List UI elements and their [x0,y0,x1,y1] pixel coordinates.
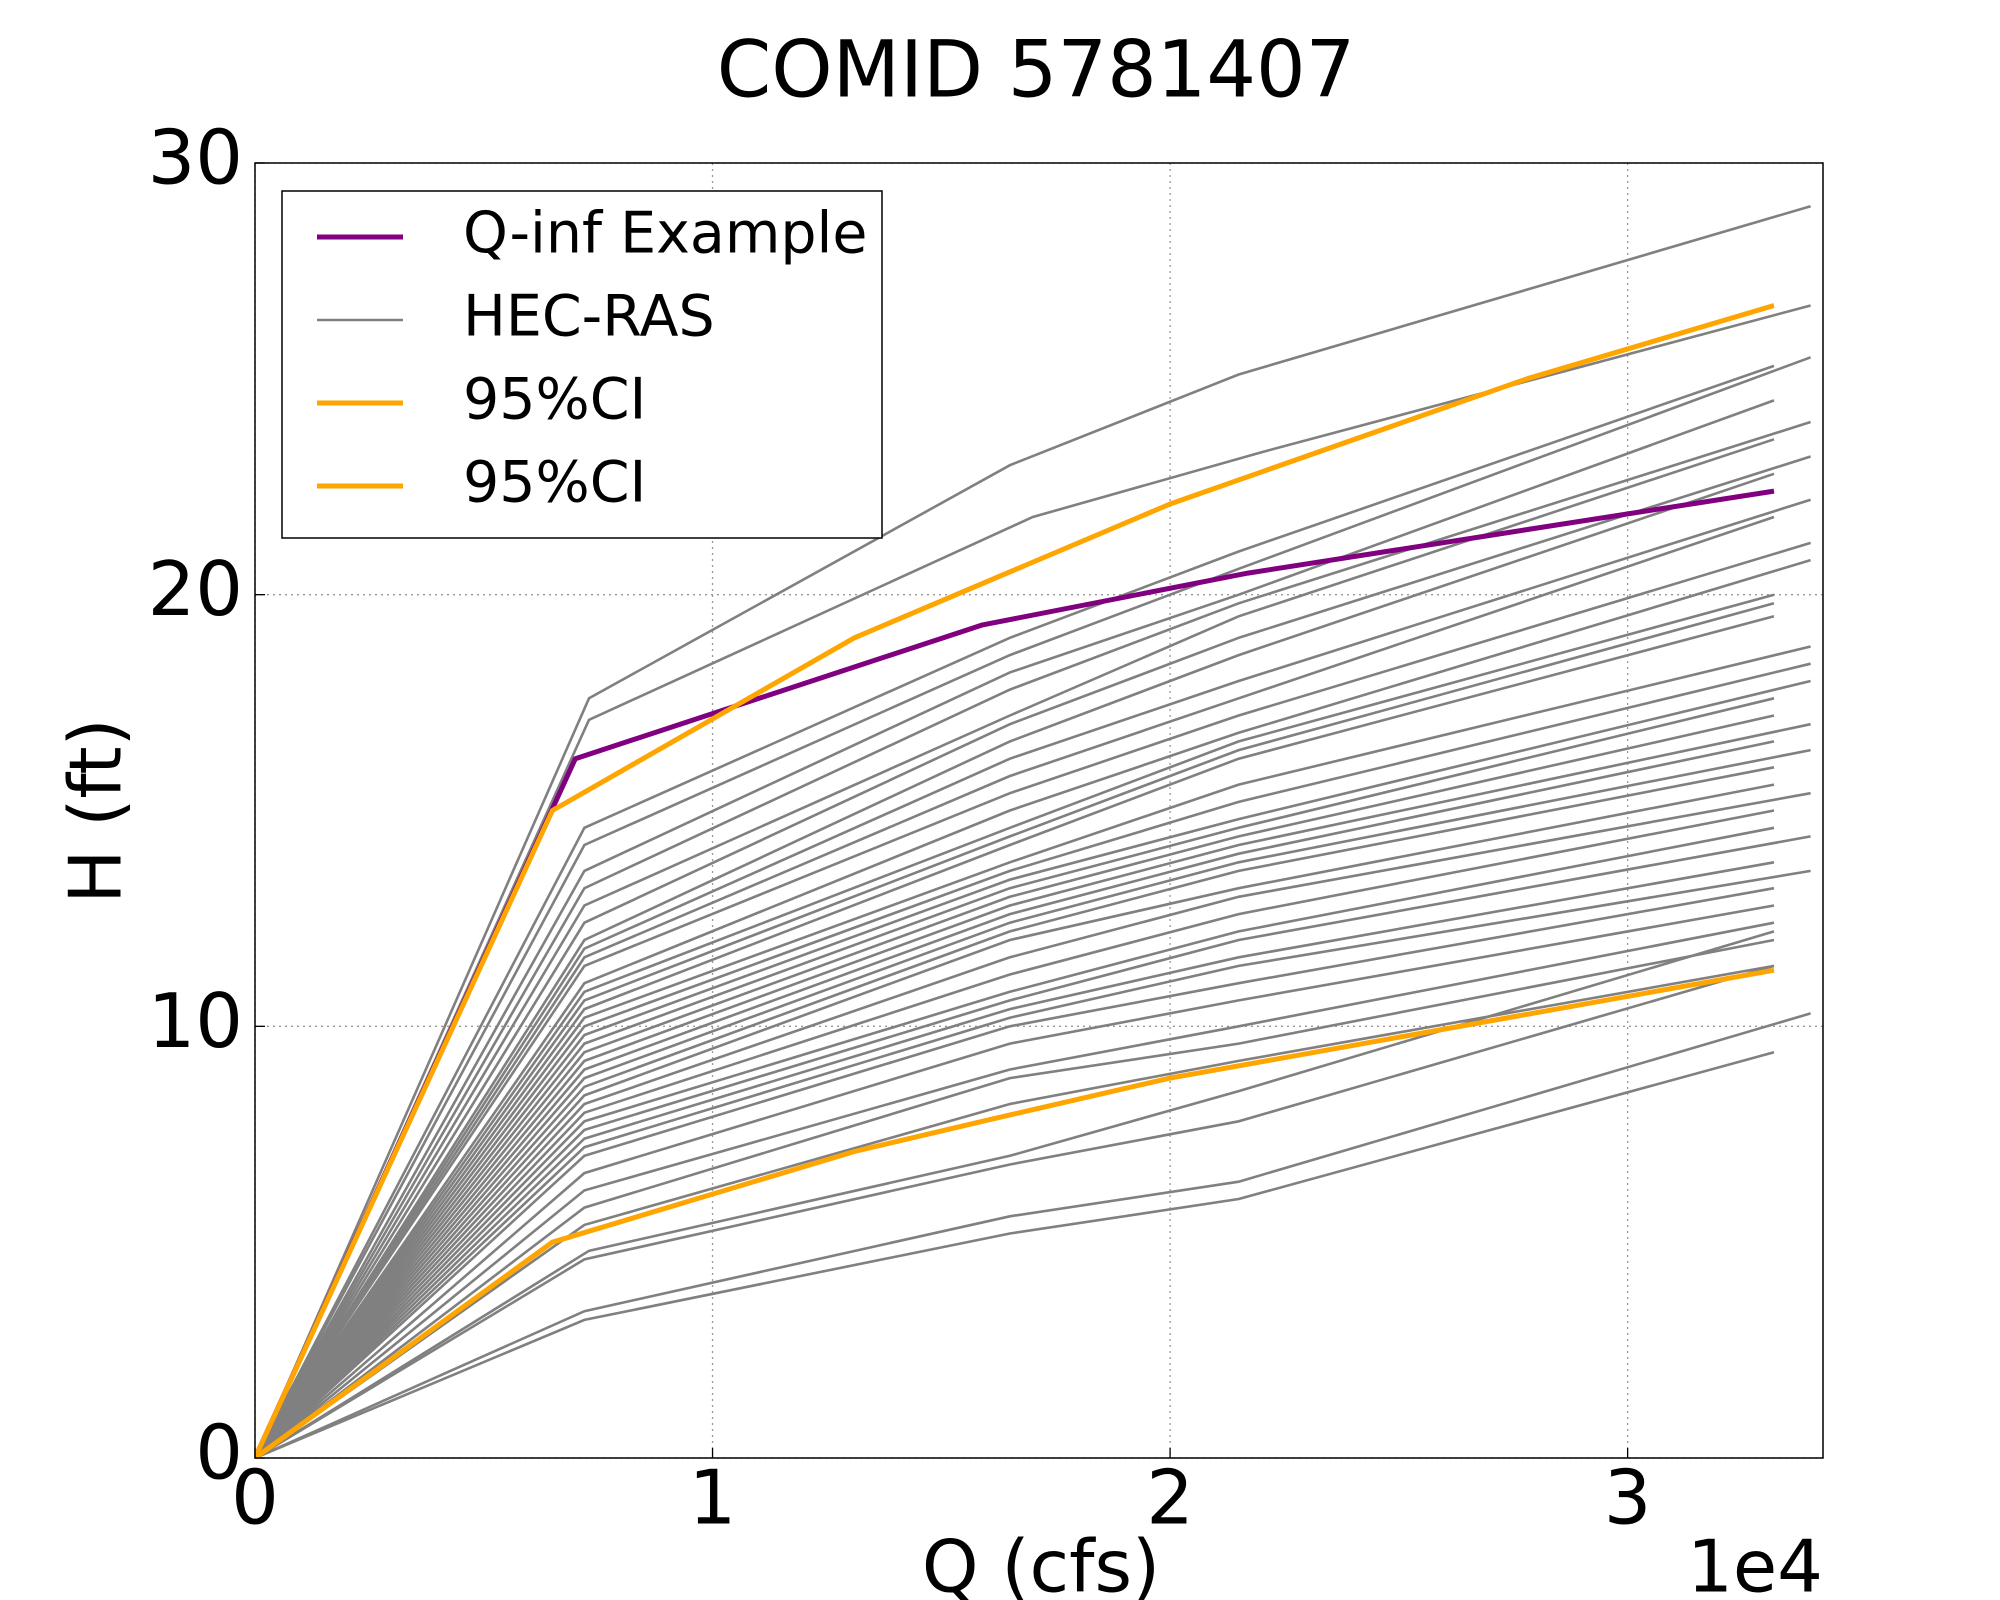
hec-ras-line [255,869,1811,1458]
hec-ras-line [255,930,1775,1458]
hec-ras-line [255,697,1775,1458]
series-line [255,303,1775,1458]
y-tick-label: 20 [148,545,243,633]
legend-label: 95%CI [463,367,646,433]
y-tick-label: 30 [148,114,243,202]
hec-ras-line [255,1012,1811,1458]
hec-ras-line [255,714,1775,1458]
hec-ras-line [255,791,1811,1458]
x-tick-label: 2 [1146,1454,1194,1542]
hec-ras-line [255,722,1811,1458]
hec-ras-line [255,472,1775,1458]
hec-ras-line [255,615,1775,1458]
chart-title: COMID 5781407 [717,25,1355,115]
hec-ras-line [255,921,1775,1458]
series-line [255,967,1775,1458]
y-axis-label: H (ft) [54,718,138,904]
hec-ras-line [255,541,1811,1458]
hec-ras-line [255,399,1775,1458]
hec-ras-line [255,662,1811,1458]
x-offset-label: 1e4 [1687,1525,1823,1600]
hec-ras-line [255,835,1811,1458]
plot-frame [254,162,1824,1459]
hec-ras-line [255,438,1775,1458]
x-axis-label: Q (cfs) [922,1525,1160,1600]
hec-ras-line [255,1050,1775,1458]
hec-ras-line [255,809,1775,1458]
legend-label: HEC-RAS [463,284,715,350]
hec-ras-line [255,593,1775,1458]
hec-ras-line [255,356,1812,1458]
hec-ras-line [255,783,1775,1458]
hec-ras-line [255,498,1811,1458]
hec-ras-line [255,766,1775,1458]
hec-ras-line [255,861,1775,1458]
x-tick-label: 0 [231,1454,279,1542]
x-tick-label: 3 [1604,1454,1652,1542]
hec-ras-line [255,826,1775,1458]
hec-ras-line [255,964,1775,1458]
legend-label: Q-inf Example [463,201,867,267]
y-tick-label: 10 [148,977,243,1065]
hec-ras-line [255,515,1775,1458]
legend-label: 95%CI [463,450,646,516]
x-tick-label: 1 [689,1454,737,1542]
hec-ras-line [255,904,1775,1458]
hec-ras-line [255,748,1811,1458]
hec-ras-line [255,204,1811,1458]
hec-ras-line [255,558,1811,1458]
hec-ras-line [255,645,1811,1458]
hec-ras-line [255,886,1775,1458]
hec-ras-line [255,938,1775,1458]
legend-box [281,190,883,539]
hec-ras-line [255,455,1811,1458]
hec-ras-line [255,964,1775,1458]
hec-ras-line [255,679,1811,1458]
hec-ras-line [255,602,1775,1458]
hec-ras-line [255,364,1775,1458]
hec-ras-line [255,740,1775,1458]
y-tick-label: 0 [195,1409,243,1497]
